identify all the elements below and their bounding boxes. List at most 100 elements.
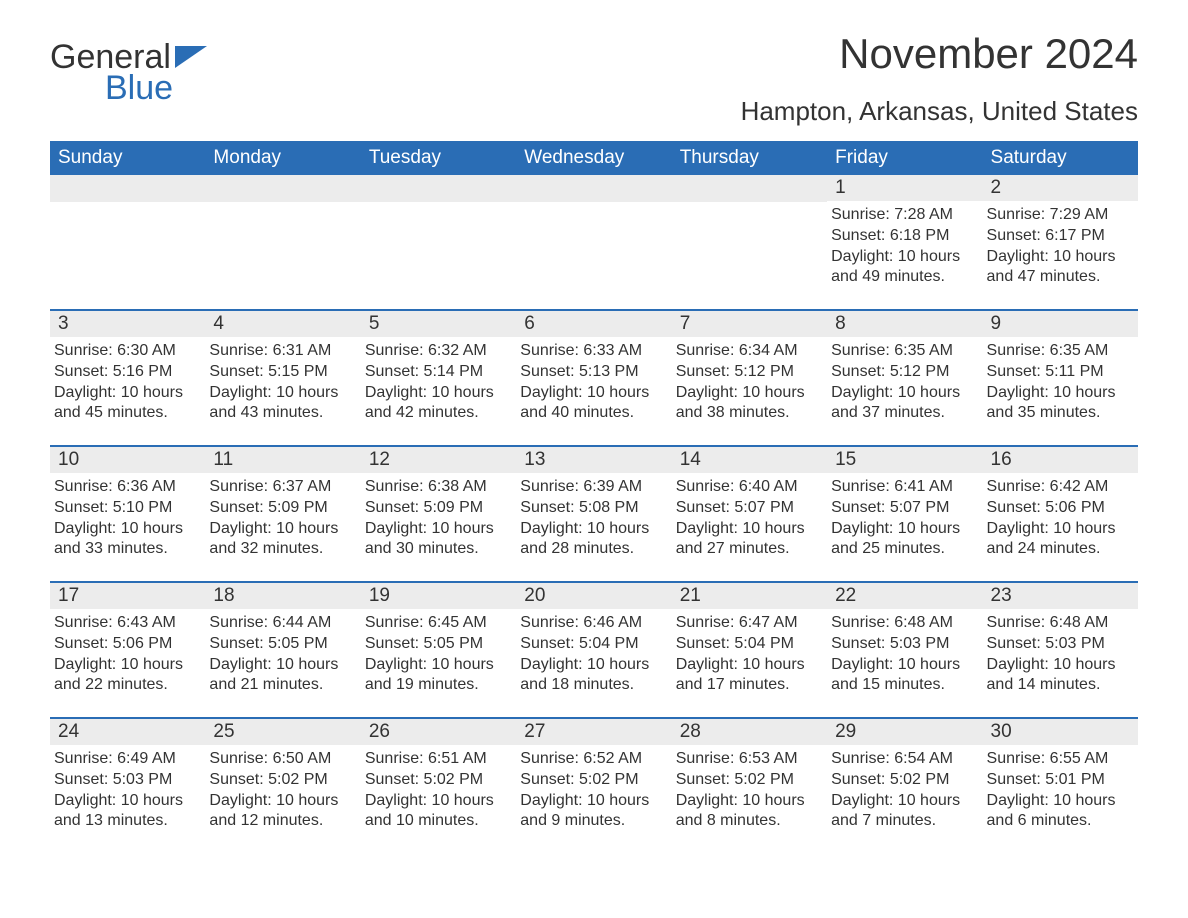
- day-cell: 11Sunrise: 6:37 AMSunset: 5:09 PMDayligh…: [205, 447, 360, 581]
- daylight-line: Daylight: 10 hours and 7 minutes.: [831, 791, 978, 833]
- daylight-line: Daylight: 10 hours and 43 minutes.: [209, 383, 356, 425]
- dow-cell: Thursday: [672, 141, 827, 175]
- sunrise-line: Sunrise: 7:29 AM: [987, 205, 1134, 226]
- day-number: 29: [827, 719, 982, 745]
- sunset-line: Sunset: 5:07 PM: [676, 498, 823, 519]
- empty-day-bar: [672, 175, 827, 202]
- day-number: 28: [672, 719, 827, 745]
- day-cell: 21Sunrise: 6:47 AMSunset: 5:04 PMDayligh…: [672, 583, 827, 717]
- day-cell: [205, 175, 360, 309]
- day-body: Sunrise: 6:44 AMSunset: 5:05 PMDaylight:…: [205, 609, 360, 702]
- daylight-line: Daylight: 10 hours and 35 minutes.: [987, 383, 1134, 425]
- location-subtitle: Hampton, Arkansas, United States: [741, 96, 1138, 127]
- day-body: Sunrise: 6:52 AMSunset: 5:02 PMDaylight:…: [516, 745, 671, 838]
- day-number: 9: [983, 311, 1138, 337]
- daylight-line: Daylight: 10 hours and 14 minutes.: [987, 655, 1134, 697]
- day-cell: 30Sunrise: 6:55 AMSunset: 5:01 PMDayligh…: [983, 719, 1138, 853]
- daylight-line: Daylight: 10 hours and 17 minutes.: [676, 655, 823, 697]
- day-number: 14: [672, 447, 827, 473]
- title-block: November 2024 Hampton, Arkansas, United …: [741, 30, 1138, 127]
- sunset-line: Sunset: 5:05 PM: [209, 634, 356, 655]
- dow-cell: Saturday: [983, 141, 1138, 175]
- daylight-line: Daylight: 10 hours and 32 minutes.: [209, 519, 356, 561]
- day-body: Sunrise: 6:37 AMSunset: 5:09 PMDaylight:…: [205, 473, 360, 566]
- empty-day-bar: [361, 175, 516, 202]
- sunset-line: Sunset: 5:03 PM: [54, 770, 201, 791]
- day-cell: 19Sunrise: 6:45 AMSunset: 5:05 PMDayligh…: [361, 583, 516, 717]
- sunset-line: Sunset: 5:14 PM: [365, 362, 512, 383]
- sunset-line: Sunset: 5:02 PM: [365, 770, 512, 791]
- sunset-line: Sunset: 5:04 PM: [520, 634, 667, 655]
- sunset-line: Sunset: 5:06 PM: [987, 498, 1134, 519]
- day-cell: 5Sunrise: 6:32 AMSunset: 5:14 PMDaylight…: [361, 311, 516, 445]
- day-cell: 9Sunrise: 6:35 AMSunset: 5:11 PMDaylight…: [983, 311, 1138, 445]
- sunrise-line: Sunrise: 6:52 AM: [520, 749, 667, 770]
- sunset-line: Sunset: 6:17 PM: [987, 226, 1134, 247]
- day-body: Sunrise: 6:41 AMSunset: 5:07 PMDaylight:…: [827, 473, 982, 566]
- sunset-line: Sunset: 5:12 PM: [676, 362, 823, 383]
- day-cell: 6Sunrise: 6:33 AMSunset: 5:13 PMDaylight…: [516, 311, 671, 445]
- day-body: Sunrise: 6:34 AMSunset: 5:12 PMDaylight:…: [672, 337, 827, 430]
- daylight-line: Daylight: 10 hours and 22 minutes.: [54, 655, 201, 697]
- day-number: 12: [361, 447, 516, 473]
- day-number: 16: [983, 447, 1138, 473]
- daylight-line: Daylight: 10 hours and 12 minutes.: [209, 791, 356, 833]
- day-body: Sunrise: 6:30 AMSunset: 5:16 PMDaylight:…: [50, 337, 205, 430]
- daylight-line: Daylight: 10 hours and 18 minutes.: [520, 655, 667, 697]
- day-cell: 7Sunrise: 6:34 AMSunset: 5:12 PMDaylight…: [672, 311, 827, 445]
- daylight-line: Daylight: 10 hours and 38 minutes.: [676, 383, 823, 425]
- day-cell: 28Sunrise: 6:53 AMSunset: 5:02 PMDayligh…: [672, 719, 827, 853]
- dow-cell: Wednesday: [516, 141, 671, 175]
- day-number: 20: [516, 583, 671, 609]
- day-number: 19: [361, 583, 516, 609]
- day-cell: 16Sunrise: 6:42 AMSunset: 5:06 PMDayligh…: [983, 447, 1138, 581]
- day-number: 21: [672, 583, 827, 609]
- day-body: Sunrise: 6:48 AMSunset: 5:03 PMDaylight:…: [983, 609, 1138, 702]
- day-number: 7: [672, 311, 827, 337]
- sunset-line: Sunset: 5:09 PM: [209, 498, 356, 519]
- calendar: SundayMondayTuesdayWednesdayThursdayFrid…: [50, 141, 1138, 853]
- empty-day-bar: [205, 175, 360, 202]
- sunset-line: Sunset: 5:07 PM: [831, 498, 978, 519]
- empty-day-bar: [516, 175, 671, 202]
- sunset-line: Sunset: 5:12 PM: [831, 362, 978, 383]
- sunrise-line: Sunrise: 6:53 AM: [676, 749, 823, 770]
- day-number: 6: [516, 311, 671, 337]
- sunrise-line: Sunrise: 6:39 AM: [520, 477, 667, 498]
- daylight-line: Daylight: 10 hours and 27 minutes.: [676, 519, 823, 561]
- day-body: Sunrise: 6:50 AMSunset: 5:02 PMDaylight:…: [205, 745, 360, 838]
- sunrise-line: Sunrise: 6:48 AM: [831, 613, 978, 634]
- sunrise-line: Sunrise: 6:46 AM: [520, 613, 667, 634]
- day-body: Sunrise: 6:46 AMSunset: 5:04 PMDaylight:…: [516, 609, 671, 702]
- day-number: 22: [827, 583, 982, 609]
- day-body: Sunrise: 6:35 AMSunset: 5:12 PMDaylight:…: [827, 337, 982, 430]
- day-body: Sunrise: 6:49 AMSunset: 5:03 PMDaylight:…: [50, 745, 205, 838]
- day-of-week-header: SundayMondayTuesdayWednesdayThursdayFrid…: [50, 141, 1138, 175]
- sunset-line: Sunset: 5:03 PM: [831, 634, 978, 655]
- sunset-line: Sunset: 5:02 PM: [831, 770, 978, 791]
- empty-day-bar: [50, 175, 205, 202]
- sunrise-line: Sunrise: 6:54 AM: [831, 749, 978, 770]
- day-cell: 29Sunrise: 6:54 AMSunset: 5:02 PMDayligh…: [827, 719, 982, 853]
- day-cell: 26Sunrise: 6:51 AMSunset: 5:02 PMDayligh…: [361, 719, 516, 853]
- dow-cell: Friday: [827, 141, 982, 175]
- sunset-line: Sunset: 6:18 PM: [831, 226, 978, 247]
- day-body: Sunrise: 6:33 AMSunset: 5:13 PMDaylight:…: [516, 337, 671, 430]
- sunrise-line: Sunrise: 6:50 AM: [209, 749, 356, 770]
- sunrise-line: Sunrise: 6:31 AM: [209, 341, 356, 362]
- sunset-line: Sunset: 5:03 PM: [987, 634, 1134, 655]
- daylight-line: Daylight: 10 hours and 49 minutes.: [831, 247, 978, 289]
- daylight-line: Daylight: 10 hours and 9 minutes.: [520, 791, 667, 833]
- day-number: 25: [205, 719, 360, 745]
- sunrise-line: Sunrise: 6:48 AM: [987, 613, 1134, 634]
- week-row: 3Sunrise: 6:30 AMSunset: 5:16 PMDaylight…: [50, 309, 1138, 445]
- sunset-line: Sunset: 5:02 PM: [520, 770, 667, 791]
- day-cell: 4Sunrise: 6:31 AMSunset: 5:15 PMDaylight…: [205, 311, 360, 445]
- day-cell: 13Sunrise: 6:39 AMSunset: 5:08 PMDayligh…: [516, 447, 671, 581]
- sunrise-line: Sunrise: 6:38 AM: [365, 477, 512, 498]
- sunrise-line: Sunrise: 6:41 AM: [831, 477, 978, 498]
- daylight-line: Daylight: 10 hours and 24 minutes.: [987, 519, 1134, 561]
- month-title: November 2024: [741, 30, 1138, 78]
- day-body: Sunrise: 6:54 AMSunset: 5:02 PMDaylight:…: [827, 745, 982, 838]
- day-number: 15: [827, 447, 982, 473]
